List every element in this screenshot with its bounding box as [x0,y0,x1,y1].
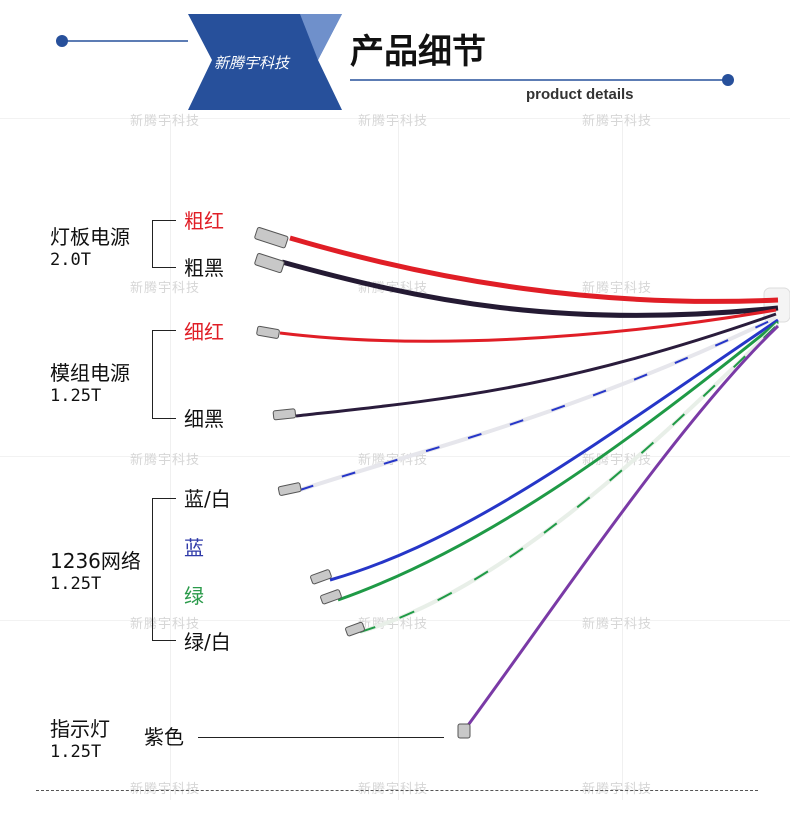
header-graphic [56,14,734,110]
group-name-module-power: 模组电源 [50,361,130,385]
bracket [152,330,176,331]
group-name-network: 1236网络 [50,549,141,573]
wire-label-thin-red: 细红 [184,320,224,344]
grid-line [0,118,790,119]
grid-line [170,120,171,800]
bracket [152,498,153,640]
brand-banner [188,14,342,110]
group-name-indicator: 指示灯 [50,717,110,741]
watermark: 新腾宇科技 [582,617,653,632]
watermark: 新腾宇科技 [130,617,201,632]
bracket [152,220,153,267]
wire-green-white [359,322,780,634]
wire-label-purple: 紫色 [144,725,184,749]
terminal [256,325,280,339]
bracket [152,498,176,499]
terminal [277,482,302,496]
grid-line [622,120,623,800]
watermark: 新腾宇科技 [582,782,653,797]
wire-label-thick-black: 粗黑 [184,256,224,280]
watermark: 新腾宇科技 [130,114,201,129]
bracket [152,220,176,221]
wire-label-green-white: 绿/白 [184,630,231,654]
page-title: 产品细节 [350,32,486,72]
wire-label-green: 绿 [184,584,204,608]
wire-label-thick-red: 粗红 [184,209,224,233]
leader-line [198,737,444,738]
page-subtitle: product details [526,86,634,103]
wire-thin-red [279,308,777,343]
wire-label-thin-black: 细黑 [184,407,224,431]
terminal [320,589,342,605]
watermark: 新腾宇科技 [130,782,201,797]
wire-label-blue: 蓝 [184,536,204,560]
group-name-board-power: 灯板电源 [50,225,130,249]
wire-purple [464,324,780,729]
wire-thick-red [289,235,779,304]
wire-green [337,320,779,602]
watermark: 新腾宇科技 [582,114,653,129]
terminal [457,723,471,739]
wire-thick-black [281,259,779,318]
bottom-divider [36,790,758,791]
bracket [152,330,153,418]
group-spec-indicator: 1.25T [50,742,102,762]
watermark: 新腾宇科技 [358,782,429,797]
terminal [254,253,285,274]
brand-name: 新腾宇科技 [214,54,290,72]
wire-label-blue-white: 蓝/白 [184,487,231,511]
bracket [152,418,176,419]
watermark: 新腾宇科技 [582,281,653,296]
bracket [152,640,176,641]
watermark: 新腾宇科技 [358,114,429,129]
bracket [152,267,176,268]
wire-thin-black [295,312,777,418]
watermark: 新腾宇科技 [130,281,201,296]
group-spec-board-power: 2.0T [50,250,91,270]
group-spec-network: 1.25T [50,574,102,594]
group-spec-module-power: 1.25T [50,386,102,406]
terminal [272,408,297,421]
terminal [254,227,289,249]
wire-blue [329,318,779,582]
watermark: 新腾宇科技 [130,453,201,468]
terminal [345,621,365,637]
terminal [310,569,332,585]
grid-line [0,456,790,457]
